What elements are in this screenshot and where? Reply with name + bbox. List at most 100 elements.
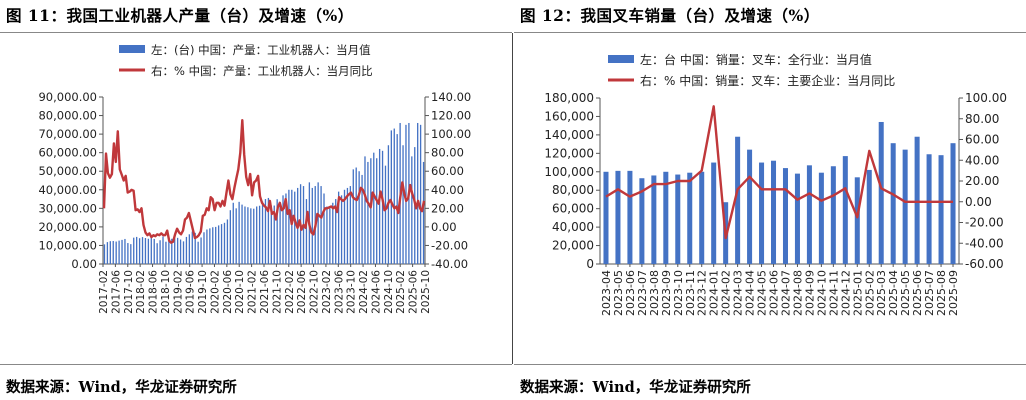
- bottom-rule: [514, 364, 1026, 365]
- bar: [782, 168, 788, 264]
- x-tick-label: 2018-02: [135, 270, 147, 314]
- bar: [147, 238, 150, 264]
- bar: [419, 124, 422, 264]
- bar: [182, 241, 185, 264]
- bar: [168, 240, 170, 264]
- bar: [235, 208, 237, 264]
- bar: [244, 206, 246, 264]
- bar: [361, 174, 363, 264]
- bar: [340, 195, 343, 264]
- bar: [136, 236, 138, 264]
- legend-swatch-bar: [119, 45, 145, 53]
- bar: [343, 189, 346, 264]
- x-tick-label: 2024-06: [370, 270, 382, 314]
- bar: [232, 202, 234, 264]
- left-tick-label: 0: [586, 257, 594, 271]
- bar: [238, 201, 240, 264]
- bar: [627, 170, 633, 264]
- right-tick-label: 60.00: [965, 133, 999, 147]
- x-tick-label: 2023-06: [624, 270, 637, 316]
- figure-title: 图 11：我国工业机器人产量（台）及增速（%）: [6, 6, 354, 25]
- left-tick-label: 60,000: [552, 202, 594, 216]
- bar: [256, 206, 258, 264]
- bar: [138, 238, 141, 264]
- bar: [320, 186, 322, 264]
- figure-title: 图 12：我国叉车销量（台）及增速（%）: [520, 6, 820, 25]
- bar: [830, 166, 836, 264]
- left-tick-label: 80,000.00: [38, 109, 97, 123]
- bar: [206, 229, 208, 264]
- bar: [390, 130, 392, 264]
- x-tick-label: 2024-02: [358, 270, 370, 314]
- forklift-sales-chart: 0 20,000 40,000 60,000 80,000 100,000 120,000 1…: [544, 52, 1007, 316]
- left-tick-label: 50,000.00: [38, 164, 97, 178]
- x-tick-label: 2017-02: [98, 270, 110, 314]
- bar: [355, 167, 357, 264]
- bar: [417, 122, 419, 264]
- bar: [258, 205, 261, 264]
- right-tick-label: -20.00: [965, 216, 1004, 230]
- x-tick-label: 2025-06: [911, 270, 924, 316]
- bar: [203, 232, 205, 264]
- bar: [217, 225, 220, 264]
- bar: [141, 237, 144, 264]
- bar: [276, 199, 278, 264]
- bar: [335, 199, 337, 264]
- yoy-line: [102, 118, 426, 244]
- legend-label-line: 右：% 中国：产量：工业机器人：当月同比: [151, 64, 373, 78]
- x-tick-label: 2021-06: [259, 270, 271, 314]
- bar: [396, 134, 398, 264]
- x-tick-label: 2021-10: [271, 270, 283, 314]
- bar: [282, 195, 284, 264]
- bottom-rule: [0, 364, 512, 365]
- right-tick-label: 80.00: [431, 146, 464, 160]
- x-tick-label: 2024-03: [732, 270, 745, 316]
- right-tick-label: 40.00: [431, 183, 464, 197]
- bar: [194, 232, 196, 264]
- bar: [209, 228, 211, 264]
- left-tick-label: 0.00: [71, 257, 97, 271]
- right-tick-label: 120.00: [431, 109, 471, 123]
- x-tick-label: 2024-11: [827, 270, 840, 316]
- title-rule: [514, 32, 1026, 33]
- right-tick-label: 20.00: [431, 201, 464, 215]
- x-tick-label: 2023-10: [672, 270, 685, 316]
- left-tick-label: 120,000: [544, 146, 594, 160]
- x-tick-label: 2025-02: [863, 270, 876, 316]
- bar: [346, 187, 349, 264]
- bar: [938, 155, 944, 264]
- left-tick-label: 100,000: [544, 165, 594, 179]
- bar: [191, 231, 193, 264]
- x-tick-label: 2023-10: [346, 270, 358, 314]
- x-tick-label: 2025-08: [935, 270, 948, 316]
- right-tick-label: 80.00: [965, 112, 999, 126]
- bar: [378, 148, 381, 264]
- x-tick-label: 2021-02: [247, 270, 259, 314]
- bar: [162, 236, 164, 264]
- right-tick-label: 100.00: [965, 91, 1007, 105]
- x-tick-label: 2025-09: [947, 270, 960, 316]
- x-tick-label: 2024-10: [815, 270, 828, 316]
- left-tick-label: 80,000: [552, 183, 594, 197]
- bar: [711, 162, 717, 264]
- bar: [311, 187, 313, 264]
- chart-panel-right: 图 12：我国叉车销量（台）及增速（%） 0 20,000 40,000 60,000…: [514, 0, 1026, 400]
- right-tick-label: 0.00: [431, 220, 457, 234]
- bar: [174, 238, 176, 264]
- chart-panel-left: 图 11：我国工业机器人产量（台）及增速（%） 0.00 10,000.00 20,…: [0, 0, 512, 400]
- bar: [866, 169, 872, 264]
- x-tick-label: 2025-07: [923, 270, 936, 316]
- right-tick-label: 60.00: [431, 164, 464, 178]
- bar: [241, 204, 243, 264]
- x-tick-label: 2023-08: [648, 270, 661, 316]
- bar: [305, 199, 308, 264]
- bar: [902, 149, 908, 264]
- bar: [926, 154, 932, 264]
- x-tick-label: 2025-06: [408, 270, 420, 314]
- x-tick-label: 2024-06: [768, 270, 781, 316]
- bar: [185, 236, 188, 264]
- bar: [270, 205, 272, 264]
- bar: [153, 238, 155, 264]
- bar: [878, 121, 884, 264]
- bar: [179, 239, 182, 264]
